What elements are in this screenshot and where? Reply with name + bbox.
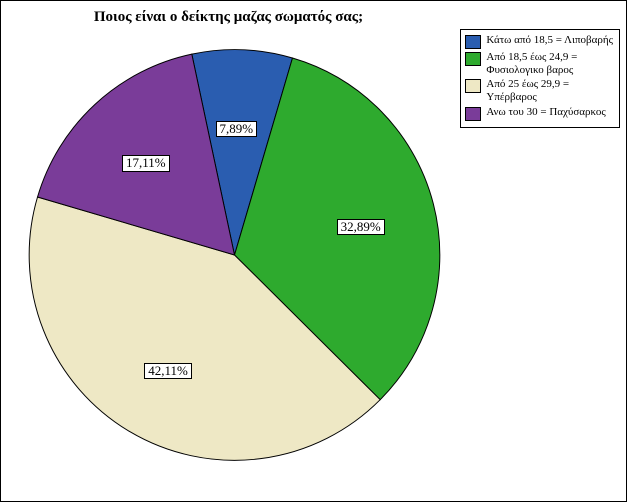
slice-label-underweight: 7,89%	[216, 121, 258, 137]
slice-label-obese: 17,11%	[122, 155, 170, 171]
legend-swatch-underweight	[465, 35, 481, 49]
legend-label: Ανω του 30 = Παχύσαρκος	[486, 106, 605, 119]
legend-label: Κάτω από 18,5 = Λιποβαρής	[486, 34, 613, 47]
legend-item: Κάτω από 18,5 = Λιποβαρής	[465, 34, 613, 49]
legend-swatch-normal	[465, 52, 481, 66]
legend-swatch-overweight	[465, 79, 481, 93]
slice-label-normal: 32,89%	[337, 219, 385, 235]
legend-label: Από 18,5 έως 24,9 = Φυσιολογικο βαρος	[486, 51, 577, 76]
chart-frame: Ποιος είναι ο δείκτης μαζας σωματός σας;…	[0, 0, 627, 502]
pie-plot: 7,89% 32,89% 42,11% 17,11%	[17, 35, 452, 475]
legend-swatch-obese	[465, 107, 481, 121]
legend-item: Από 25 έως 29,9 = Υπέρβαρος	[465, 78, 613, 103]
legend-label: Από 25 έως 29,9 = Υπέρβαρος	[486, 78, 569, 103]
slice-label-overweight: 42,11%	[144, 363, 192, 379]
legend-item: Ανω του 30 = Παχύσαρκος	[465, 106, 613, 121]
legend: Κάτω από 18,5 = Λιποβαρής Από 18,5 έως 2…	[460, 29, 620, 128]
legend-item: Από 18,5 έως 24,9 = Φυσιολογικο βαρος	[465, 51, 613, 76]
pie-svg	[17, 35, 452, 475]
chart-title: Ποιος είναι ο δείκτης μαζας σωματός σας;	[1, 9, 456, 26]
